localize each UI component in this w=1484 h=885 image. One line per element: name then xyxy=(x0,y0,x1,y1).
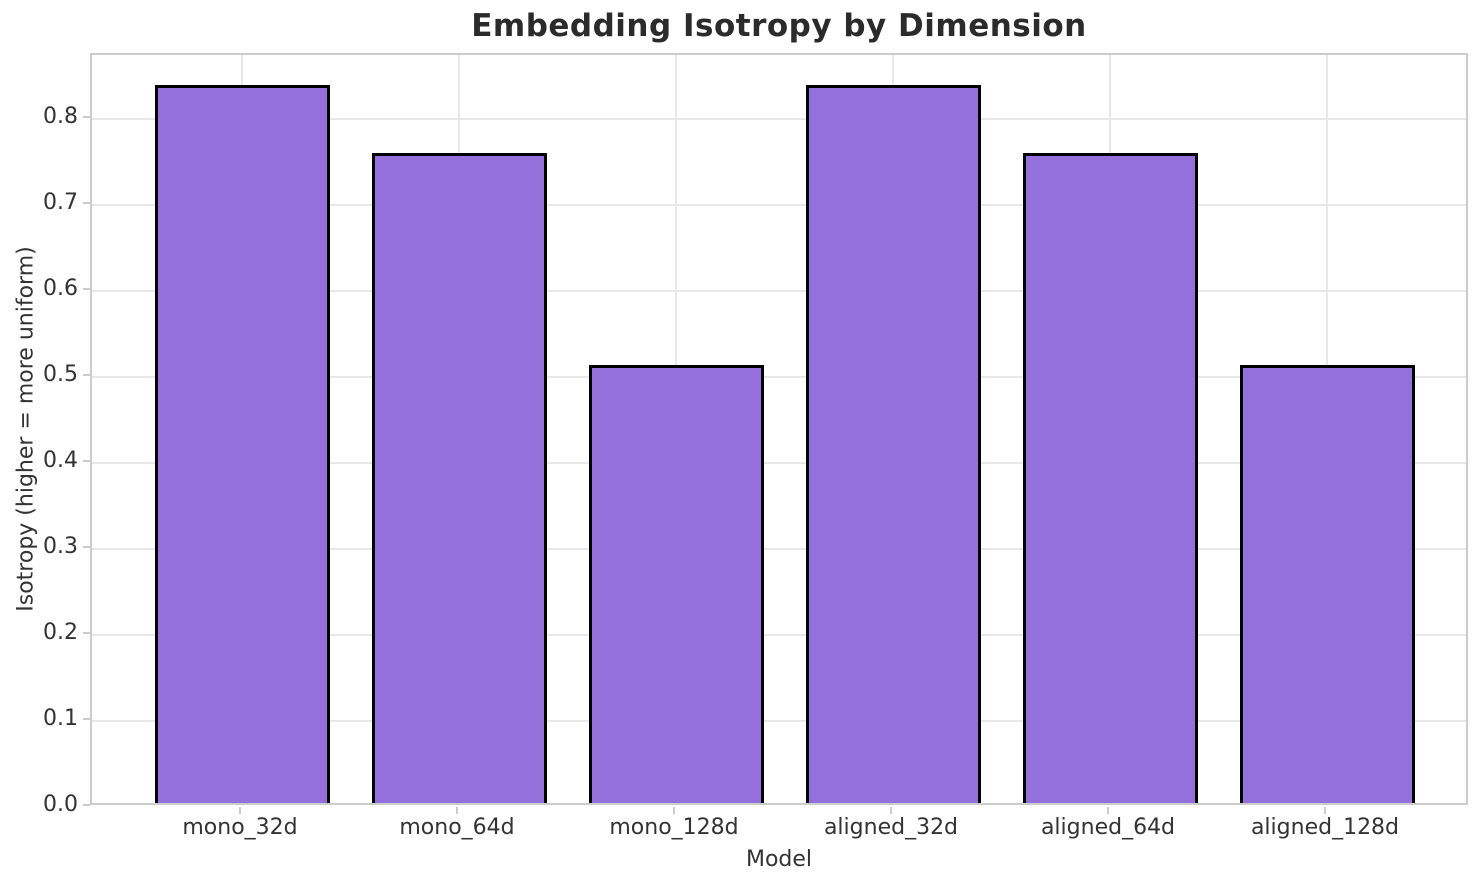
x-tick-mark xyxy=(1324,807,1326,814)
y-tick-label: 0.3 xyxy=(43,533,78,559)
horizontal-gridline xyxy=(92,633,1466,636)
x-tick-mark xyxy=(890,807,892,814)
bar-aligned_64d xyxy=(1022,153,1198,803)
y-tick-label: 0.7 xyxy=(43,189,78,215)
chart-title: Embedding Isotropy by Dimension xyxy=(471,8,1087,44)
plot-area xyxy=(90,53,1468,805)
bar-mono_64d xyxy=(371,153,547,803)
bar-aligned_32d xyxy=(805,85,981,803)
x-tick-label: mono_32d xyxy=(182,815,298,840)
bar-aligned_128d xyxy=(1239,365,1415,803)
horizontal-gridline xyxy=(92,203,1466,206)
y-tick-mark xyxy=(83,373,90,376)
horizontal-gridline xyxy=(92,719,1466,722)
y-tick-label: 0.2 xyxy=(43,619,78,645)
horizontal-gridline xyxy=(92,461,1466,464)
x-tick-label: aligned_128d xyxy=(1250,815,1400,840)
y-tick-label: 0.5 xyxy=(43,361,78,387)
horizontal-gridline xyxy=(92,289,1466,292)
y-tick-label: 0.0 xyxy=(43,792,78,817)
x-tick-mark xyxy=(673,807,675,814)
x-tick-label: aligned_32d xyxy=(823,815,959,840)
x-axis-label: Model xyxy=(745,847,813,872)
x-tick-mark xyxy=(1107,807,1109,814)
y-tick-label: 0.8 xyxy=(43,103,78,129)
y-tick-label: 0.6 xyxy=(43,275,78,301)
y-tick-mark xyxy=(83,287,90,290)
y-tick-label: 0.4 xyxy=(43,447,78,473)
y-tick-mark xyxy=(83,459,90,462)
y-tick-mark xyxy=(83,201,90,204)
y-tick-mark xyxy=(83,804,90,806)
x-tick-mark xyxy=(239,807,241,814)
x-tick-mark xyxy=(456,807,458,814)
y-tick-mark xyxy=(83,115,90,118)
y-tick-mark xyxy=(83,545,90,548)
x-tick-label: mono_128d xyxy=(609,815,739,840)
y-tick-label: 0.1 xyxy=(43,705,78,731)
bar-mono_32d xyxy=(154,85,330,803)
horizontal-gridline xyxy=(92,547,1466,550)
horizontal-gridline xyxy=(92,117,1466,120)
x-tick-label: aligned_64d xyxy=(1040,815,1176,840)
bar-mono_128d xyxy=(588,365,764,803)
y-tick-mark xyxy=(83,631,90,634)
horizontal-gridline xyxy=(92,375,1466,378)
x-tick-label: mono_64d xyxy=(399,815,515,840)
y-tick-mark xyxy=(83,717,90,720)
